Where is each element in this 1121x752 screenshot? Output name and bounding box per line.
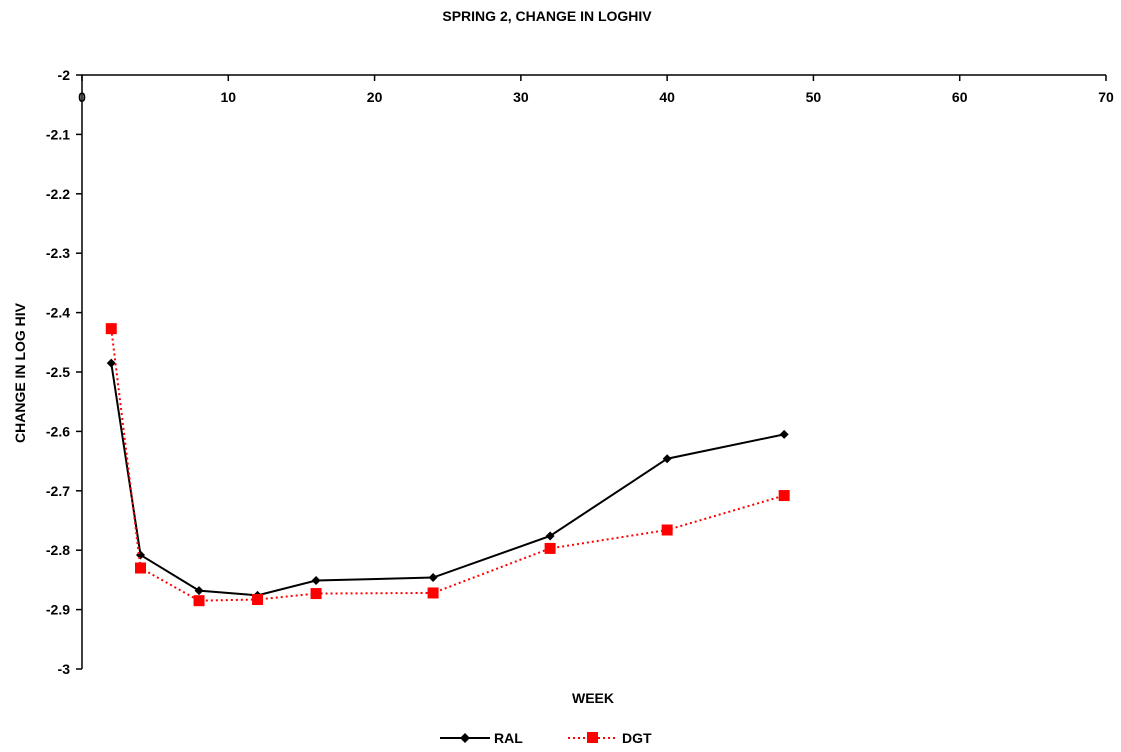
data-point-ral	[662, 454, 672, 464]
y-tick-label: -2.7	[46, 483, 70, 499]
y-axis-title: CHANGE IN LOG HIV	[12, 302, 28, 443]
legend-item-dgt: DGT	[568, 730, 652, 746]
x-tick-label: 60	[952, 89, 968, 105]
legend-ral-label: RAL	[494, 730, 523, 746]
series-line-ral	[110, 362, 785, 597]
data-point-dgt	[427, 587, 439, 599]
series-layer	[105, 323, 790, 607]
y-tick-label: -2.3	[46, 245, 70, 261]
legend-ral-marker	[460, 733, 470, 743]
data-point-dgt	[778, 490, 790, 502]
data-point-dgt	[544, 542, 556, 554]
data-point-ral	[779, 429, 789, 439]
x-tick-label: 70	[1098, 89, 1114, 105]
data-point-ral	[194, 586, 204, 596]
data-point-ral	[106, 358, 116, 368]
legend-item-ral: RAL	[440, 730, 523, 746]
x-tick-label: 10	[220, 89, 236, 105]
legend-dgt-marker	[587, 732, 598, 743]
data-point-ral	[311, 575, 321, 585]
data-point-dgt	[193, 595, 205, 607]
y-tick-label: -2.2	[46, 186, 70, 202]
series-dgt	[105, 323, 790, 607]
data-point-ral	[428, 573, 438, 583]
y-tick-label: -2.4	[46, 305, 70, 321]
data-point-ral	[136, 550, 146, 560]
x-ticks: 0 10 20 30 40 50 60 70	[78, 75, 1114, 105]
data-point-dgt	[252, 594, 264, 606]
y-tick-label: -3	[58, 661, 71, 677]
axes	[81, 74, 1106, 669]
x-tick-label: 30	[513, 89, 529, 105]
data-point-dgt	[105, 323, 117, 335]
data-point-ral	[545, 531, 555, 541]
y-ticks: -2 -2.1 -2.2 -2.3 -2.4 -2.5 -2.6 -2.7 -2.8 -2.9 -3	[46, 67, 82, 677]
legend: RAL DGT	[440, 730, 652, 746]
data-point-dgt	[661, 524, 673, 536]
x-axis-title: WEEK	[572, 690, 614, 706]
chart-title: SPRING 2, CHANGE IN LOGHIV	[442, 8, 652, 24]
series-line-dgt	[110, 328, 785, 602]
x-tick-label: 0	[78, 89, 86, 105]
y-tick-label: -2	[58, 67, 71, 83]
y-tick-label: -2.8	[46, 542, 70, 558]
y-tick-label: -2.1	[46, 126, 70, 142]
data-point-dgt	[135, 562, 147, 574]
y-tick-label: -2.6	[46, 423, 70, 439]
legend-dgt-label: DGT	[622, 730, 652, 746]
data-point-dgt	[310, 588, 322, 600]
x-tick-label: 50	[806, 89, 822, 105]
series-ral	[106, 358, 789, 600]
x-tick-label: 20	[367, 89, 383, 105]
x-tick-label: 40	[659, 89, 675, 105]
y-tick-label: -2.5	[46, 364, 70, 380]
y-tick-label: -2.9	[46, 602, 70, 618]
